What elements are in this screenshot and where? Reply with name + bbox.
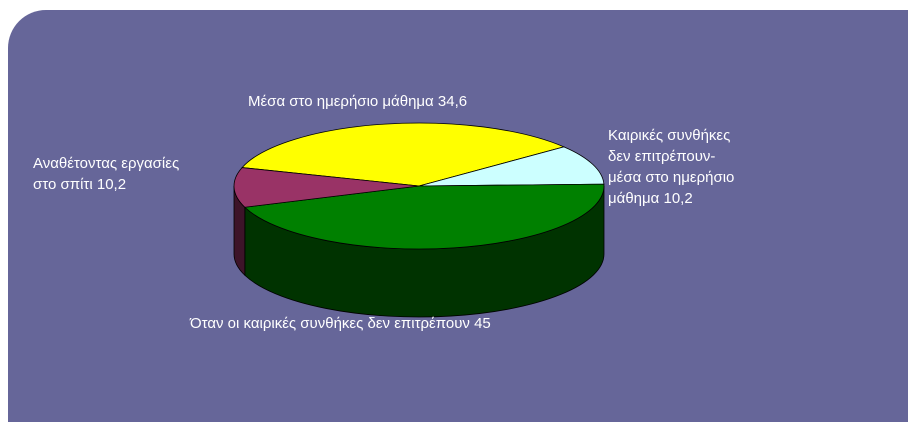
slice-label-line: Μέσα στο ημερήσιο μάθημα 34,6	[248, 93, 467, 110]
slice-label-line: μάθημα 10,2	[608, 190, 693, 207]
slice-label-line: μέσα στο ημερήσιο	[608, 169, 734, 186]
slice-label-line: Αναθέτοντας εργασίες	[33, 155, 179, 172]
pie-top-faces	[233, 122, 605, 250]
pie-slice-2	[418, 146, 605, 187]
slice-label-3: Όταν οι καιρικές συνθήκες δεν επιτρέπουν…	[189, 315, 491, 332]
slice-label-line: στο σπίτι 10,2	[33, 176, 126, 193]
slice-label-line: Καιρικές συνθήκες	[608, 127, 730, 144]
pie-slice-4	[233, 167, 420, 208]
slice-labels: Μέσα στο ημερήσιο μάθημα 34,6 Καιρικές συ…	[33, 93, 734, 332]
slice-label-line: δεν επιτρέπουν-	[608, 148, 715, 165]
pie-slice-1	[241, 122, 566, 187]
slice-label-1: Μέσα στο ημερήσιο μάθημα 34,6	[248, 93, 467, 110]
slice-label-line: Όταν οι καιρικές συνθήκες δεν επιτρέπουν…	[189, 315, 491, 332]
pie-slice-3	[243, 183, 605, 250]
slice-label-2: Καιρικές συνθήκες δεν επιτρέπουν-μέσα στο…	[608, 127, 734, 207]
slice-label-4: Αναθέτοντας εργασίες στο σπίτι 10,2	[33, 155, 179, 193]
